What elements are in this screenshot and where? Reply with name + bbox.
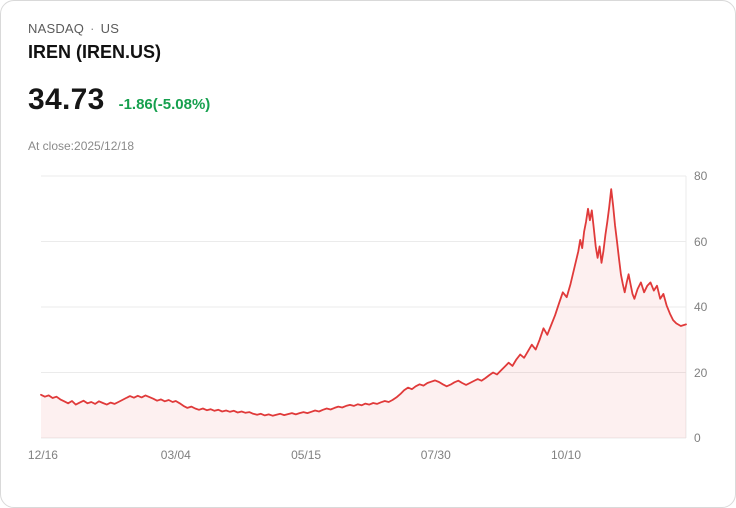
y-axis-labels: 0 20 40 60 80 bbox=[694, 169, 726, 445]
y-axis-tick: 0 bbox=[694, 431, 701, 445]
x-axis-tick: 10/10 bbox=[551, 448, 582, 462]
x-axis-labels: 12/16 03/04 05/15 07/30 10/10 bbox=[28, 448, 686, 464]
as-of-timestamp: At close:2025/12/18 bbox=[28, 139, 135, 153]
x-axis-tick: 03/04 bbox=[160, 448, 191, 462]
x-axis-tick: 05/15 bbox=[291, 448, 322, 462]
region-label: US bbox=[100, 21, 120, 36]
price-change: -1.86(-5.08%) bbox=[118, 96, 211, 113]
y-axis-tick: 60 bbox=[694, 234, 708, 249]
ticker-title: IREN (IREN.US) bbox=[28, 42, 162, 62]
exchange-label: NASDAQ bbox=[28, 21, 85, 36]
price-chart-svg[interactable] bbox=[40, 175, 687, 439]
exchange-line: NASDAQ · US bbox=[28, 21, 119, 36]
last-price: 34.73 bbox=[28, 83, 105, 116]
x-axis-tick: 07/30 bbox=[420, 448, 451, 462]
x-axis-tick: 12/16 bbox=[27, 448, 58, 462]
exchange-separator: · bbox=[90, 21, 95, 36]
y-axis-tick: 20 bbox=[694, 365, 708, 380]
y-axis-tick: 80 bbox=[694, 169, 708, 183]
price-chart[interactable] bbox=[40, 175, 687, 439]
y-axis-tick: 40 bbox=[694, 300, 708, 314]
price-row: 34.73 -1.86(-5.08%) bbox=[28, 83, 210, 117]
